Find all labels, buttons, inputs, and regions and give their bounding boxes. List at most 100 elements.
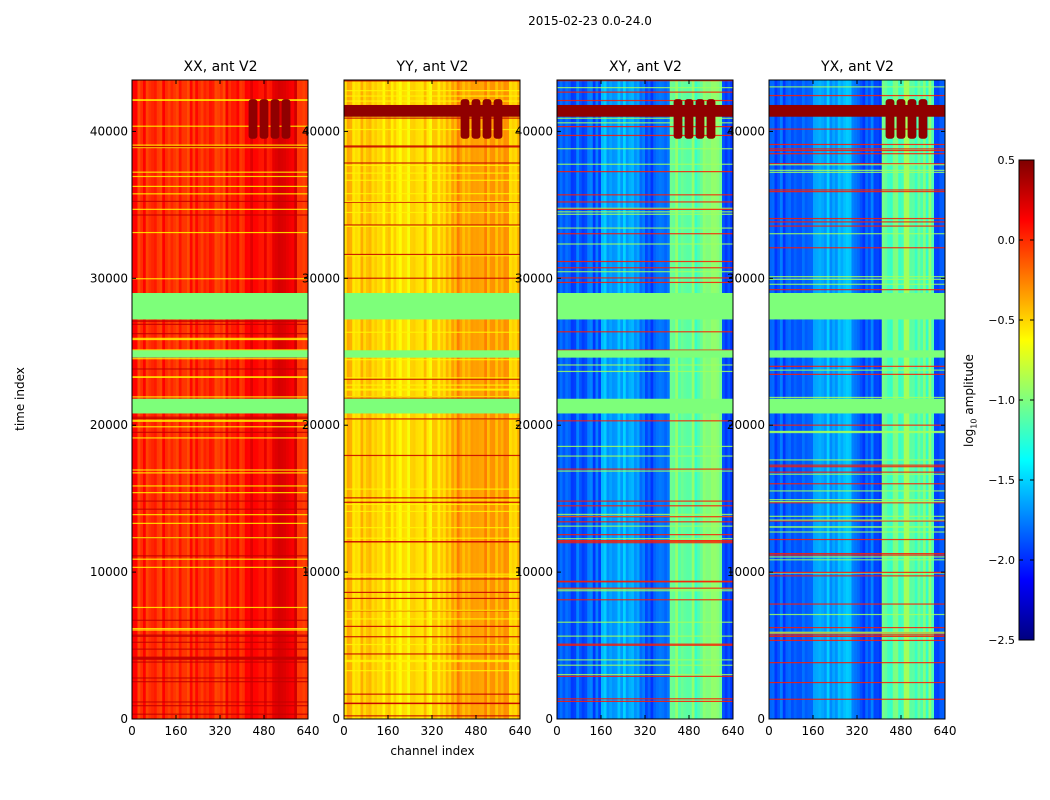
time-stripe <box>132 431 308 433</box>
time-stripe <box>132 231 308 234</box>
time-stripe <box>769 473 945 475</box>
time-stripe <box>132 171 308 173</box>
time-stripe <box>344 670 520 672</box>
time-stripe <box>132 508 308 510</box>
time-stripe <box>557 521 733 523</box>
time-stripe <box>557 621 733 623</box>
x-tick-label: 160 <box>377 724 400 738</box>
y-tick-label: 0 <box>120 712 128 726</box>
time-stripe <box>344 418 520 420</box>
time-stripe <box>769 431 945 433</box>
time-stripe <box>769 365 945 367</box>
time-stripe <box>344 660 520 663</box>
time-stripe <box>344 488 520 490</box>
time-stripe <box>769 632 945 634</box>
colorbar-label-suffix: amplitude <box>962 354 976 419</box>
y-tick-label: 30000 <box>302 271 340 285</box>
time-stripe <box>132 619 308 621</box>
time-stripe <box>557 87 733 89</box>
time-stripe <box>769 283 945 285</box>
time-stripe <box>769 171 945 173</box>
time-stripe <box>557 364 733 366</box>
time-stripe <box>344 497 520 499</box>
time-stripe <box>769 94 945 97</box>
heatmap-panel-3: 0 160 320 480 640 0 10000 20000 30000 40000 <box>727 79 957 738</box>
time-stripe <box>132 566 308 568</box>
time-stripe <box>132 144 308 146</box>
time-stripe <box>557 516 733 518</box>
colorbar-tick-label: −2.0 <box>988 554 1015 567</box>
time-stripe <box>344 172 520 174</box>
time-stripe <box>132 200 308 202</box>
time-stripe <box>557 525 733 527</box>
time-stripe <box>557 126 733 128</box>
heatmap-panel-0: 0 160 320 480 640 0 10000 20000 30000 40000 <box>90 79 319 738</box>
x-tick-label: 480 <box>253 724 276 738</box>
time-stripe <box>769 369 945 371</box>
time-stripe <box>769 424 945 426</box>
time-stripe <box>769 603 945 605</box>
time-stripe <box>132 656 308 658</box>
time-stripe <box>132 558 308 560</box>
time-stripe <box>557 588 733 590</box>
time-stripe <box>132 396 308 398</box>
time-stripe <box>557 233 733 235</box>
time-stripe <box>557 99 733 102</box>
time-stripe <box>132 146 308 148</box>
flagged-region <box>344 398 520 414</box>
time-stripe <box>557 643 733 645</box>
time-stripe <box>344 117 520 119</box>
time-stripe <box>132 537 308 539</box>
colorbar-label: log10 amplitude <box>962 354 978 567</box>
time-stripe <box>557 540 733 542</box>
y-tick-label: 20000 <box>727 418 765 432</box>
time-stripe <box>557 659 733 661</box>
time-stripe <box>769 128 945 130</box>
time-stripe <box>769 502 945 504</box>
flagged-region <box>132 293 308 320</box>
time-stripe <box>132 628 308 630</box>
x-tick-label: 480 <box>465 724 488 738</box>
time-stripe <box>557 513 733 516</box>
time-stripe <box>132 500 308 502</box>
time-stripe <box>557 673 733 676</box>
x-tick-label: 0 <box>553 724 561 738</box>
time-stripe <box>769 143 945 146</box>
x-tick-label: 640 <box>934 724 957 738</box>
time-stripe <box>344 211 520 214</box>
time-stripe <box>132 358 308 360</box>
time-stripe <box>344 625 520 627</box>
time-stripe <box>344 224 520 226</box>
time-stripe <box>132 208 308 210</box>
flagged-region <box>557 293 733 320</box>
time-stripe <box>557 542 733 544</box>
time-stripe <box>557 664 733 666</box>
time-stripe <box>557 91 733 93</box>
time-stripe <box>344 377 520 379</box>
time-stripe <box>557 644 733 646</box>
hot-row <box>344 104 520 117</box>
colorbar: 0.5 0.0 −0.5 −1.0 −1.5 −2.0 −2.5 <box>988 154 1035 647</box>
time-stripe <box>557 148 733 150</box>
time-stripe <box>769 572 945 574</box>
time-stripe <box>769 531 945 533</box>
time-stripe <box>557 211 733 213</box>
time-stripe <box>344 609 520 611</box>
time-stripe <box>769 149 945 152</box>
time-stripe <box>132 175 308 178</box>
panel-title-xy: XY, ant V2 <box>609 59 682 75</box>
time-stripe <box>769 466 945 468</box>
time-stripe <box>344 643 520 646</box>
time-stripe <box>769 552 945 555</box>
hot-row <box>769 104 945 117</box>
time-stripe <box>557 194 733 196</box>
time-stripe <box>344 510 520 513</box>
time-stripe <box>132 634 308 636</box>
time-stripe <box>557 331 733 333</box>
hot-blob <box>270 99 280 139</box>
time-stripe <box>557 267 733 269</box>
time-stripe <box>132 705 308 707</box>
time-stripe <box>344 164 520 166</box>
time-stripe <box>557 455 733 457</box>
